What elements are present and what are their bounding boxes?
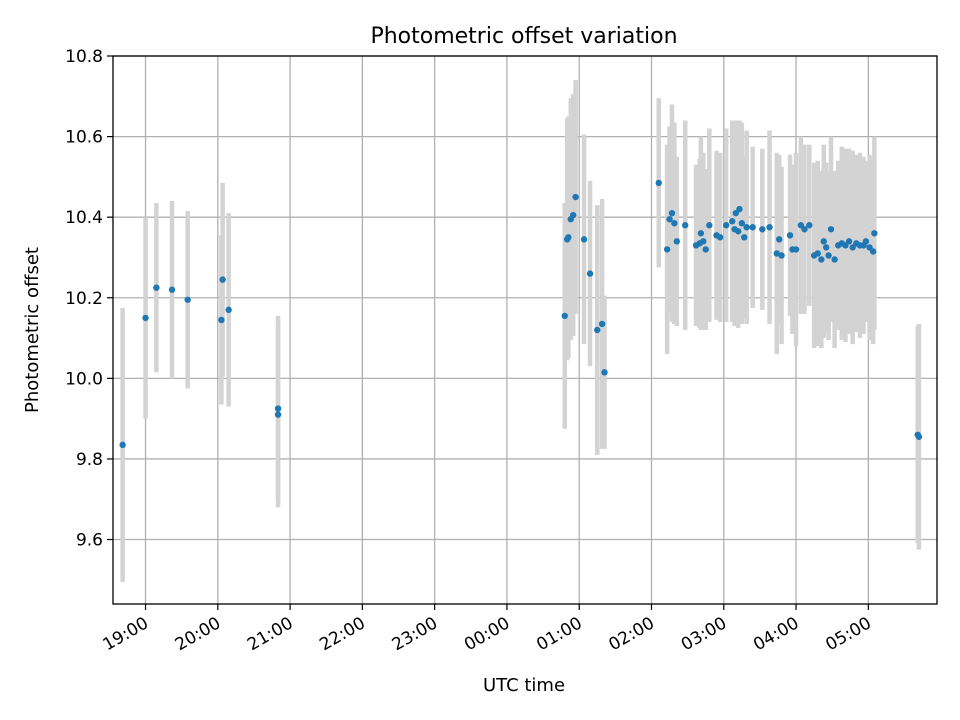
data-point xyxy=(706,222,713,229)
data-point xyxy=(735,228,742,235)
data-point xyxy=(729,218,736,225)
data-point xyxy=(274,405,282,412)
y-axis-label: Photometric offset xyxy=(22,247,43,413)
data-point xyxy=(153,284,160,291)
data-point xyxy=(869,248,877,255)
data-point xyxy=(274,411,282,418)
data-point xyxy=(862,238,870,245)
data-point xyxy=(697,230,705,237)
data-point xyxy=(668,209,676,217)
data-point xyxy=(806,222,813,229)
chart-title: Photometric offset variation xyxy=(370,24,677,49)
data-point xyxy=(722,222,730,229)
y-axis-ticks: 9.6 9.8 10.0 10.2 10.4 10.6 10.8 xyxy=(65,47,113,551)
data-point xyxy=(915,433,923,440)
data-point xyxy=(786,232,794,239)
data-point xyxy=(666,215,673,223)
data-point xyxy=(682,222,689,229)
data-point xyxy=(773,250,780,257)
data-point xyxy=(601,369,608,376)
data-point xyxy=(142,314,149,322)
data-point xyxy=(594,326,601,334)
data-point xyxy=(569,211,577,219)
data-point xyxy=(766,224,773,231)
data-point xyxy=(572,193,579,201)
data-point xyxy=(871,230,878,237)
data-point xyxy=(119,441,126,449)
y-tick-label: 10.6 xyxy=(65,128,103,148)
data-point xyxy=(700,238,707,245)
data-point xyxy=(225,306,232,314)
data-point xyxy=(168,286,176,293)
y-tick-label: 9.8 xyxy=(76,450,103,470)
y-tick-label: 10.4 xyxy=(65,208,103,228)
data-point xyxy=(565,234,572,241)
data-point xyxy=(814,250,821,257)
data-point xyxy=(749,224,756,231)
data-point xyxy=(586,270,594,277)
data-point xyxy=(580,236,588,243)
data-point xyxy=(827,226,835,233)
data-point xyxy=(741,234,748,241)
data-point xyxy=(820,238,827,245)
data-point xyxy=(822,244,830,251)
data-point xyxy=(825,252,832,259)
data-point xyxy=(736,205,743,213)
data-point xyxy=(818,256,825,263)
data-point xyxy=(184,296,191,303)
data-point xyxy=(743,224,750,231)
data-point xyxy=(663,246,671,253)
y-tick-label: 10.2 xyxy=(65,289,103,309)
y-tick-label: 10.0 xyxy=(65,369,103,389)
data-point xyxy=(759,226,766,233)
data-points xyxy=(119,179,923,449)
data-point xyxy=(738,220,746,227)
data-point xyxy=(561,312,568,320)
data-point xyxy=(716,234,724,241)
data-point xyxy=(831,256,838,263)
data-point xyxy=(655,179,662,187)
data-point xyxy=(671,220,678,227)
y-tick-label: 9.6 xyxy=(76,531,103,551)
data-point xyxy=(778,252,785,259)
data-point xyxy=(673,238,680,245)
data-point xyxy=(775,236,783,243)
y-tick-label: 10.8 xyxy=(65,47,103,67)
data-point xyxy=(702,246,709,253)
data-point xyxy=(801,226,808,233)
plot-frame xyxy=(112,55,938,605)
data-point xyxy=(845,238,853,245)
data-point xyxy=(219,276,226,283)
data-point xyxy=(598,320,606,328)
x-axis-label: UTC time xyxy=(483,675,565,696)
data-point xyxy=(218,316,225,324)
data-point xyxy=(792,246,800,253)
